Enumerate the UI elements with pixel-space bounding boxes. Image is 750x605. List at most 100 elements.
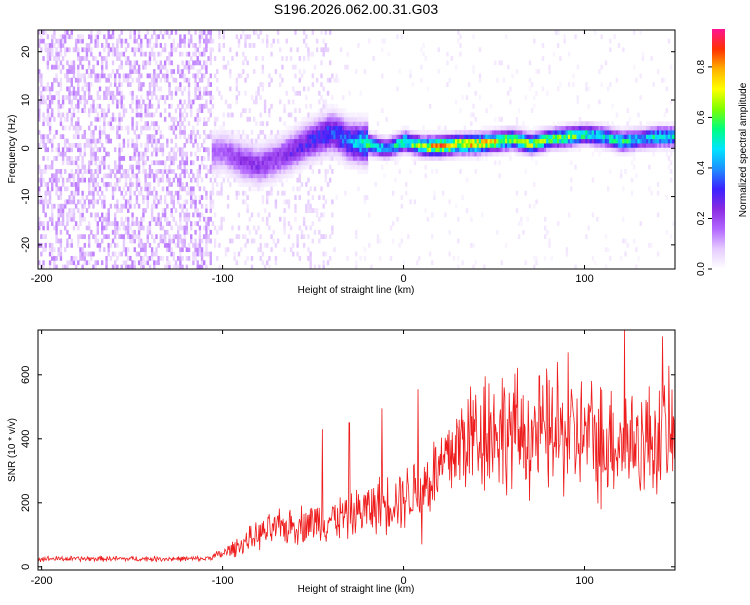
spectrogram-cell xyxy=(237,38,241,44)
spectrogram-cell xyxy=(70,208,73,213)
spectrogram-cell xyxy=(137,242,141,248)
spectrogram-cell xyxy=(90,147,93,153)
spectrogram-cell xyxy=(77,34,80,40)
spectrogram-cell xyxy=(53,30,56,35)
spectrogram-cell xyxy=(563,147,566,153)
spectrogram-cell xyxy=(431,129,434,135)
spectrogram-cell xyxy=(244,242,247,248)
spectrogram-cell xyxy=(103,156,106,161)
spectrogram-cell xyxy=(396,147,399,153)
spectrogram-cell xyxy=(318,138,321,144)
spectrogram-cell xyxy=(231,142,234,148)
spectrogram-cell xyxy=(361,138,364,144)
spectrogram-cell xyxy=(179,82,182,87)
spectrogram-cell xyxy=(235,95,239,100)
spectrogram-cell xyxy=(220,151,223,157)
spectrogram-cell xyxy=(44,195,47,200)
spectrogram-cell xyxy=(515,208,519,213)
spectrogram-cell xyxy=(289,142,293,148)
spectrogram-cell xyxy=(153,56,156,61)
spectrogram-cell xyxy=(665,147,668,153)
spectrogram-cell xyxy=(633,129,636,135)
spectrogram-cell xyxy=(593,30,597,35)
spectrogram-cell xyxy=(470,129,473,135)
spectrogram-cell xyxy=(333,77,336,83)
spectrogram-cell xyxy=(168,86,171,92)
spectrogram-cell xyxy=(305,164,308,170)
spectrogram-cell xyxy=(285,177,288,183)
spectrogram-cell xyxy=(548,129,551,135)
spectrogram-cell xyxy=(77,90,80,96)
spectrogram-cell xyxy=(107,134,110,140)
spectrogram-cell xyxy=(133,260,136,266)
spectrogram-cell xyxy=(342,108,345,114)
spectrogram-cell xyxy=(55,186,58,192)
spectrogram-cell xyxy=(667,147,671,153)
spectrogram-cell xyxy=(339,47,343,53)
spectrogram-cell xyxy=(155,142,158,148)
spectrogram-cell xyxy=(222,134,225,140)
spectrogram-cell xyxy=(543,225,547,231)
spectrogram-cell xyxy=(172,129,176,135)
spectrogram-cell xyxy=(333,138,336,144)
spectrogram-cell xyxy=(309,255,312,261)
spectrogram-cell xyxy=(609,255,612,261)
spectrogram-cell xyxy=(153,260,156,266)
spectrogram-cell xyxy=(155,73,158,79)
spectrogram-cell xyxy=(185,103,189,109)
spectrogram-cell xyxy=(320,116,323,122)
spectrogram-cell xyxy=(472,69,475,74)
spectrogram-cell xyxy=(148,255,152,261)
spectrogram-cell xyxy=(92,138,95,144)
spectrogram-cell xyxy=(365,112,369,118)
spectrogram-cell xyxy=(656,121,660,127)
spectrogram-cell xyxy=(211,142,215,148)
spectrogram-cell xyxy=(320,125,323,131)
spectrogram-cell xyxy=(105,225,108,231)
spectrogram-cell xyxy=(213,212,217,218)
spectrogram-cell xyxy=(637,255,640,261)
spectrogram-cell xyxy=(437,129,440,135)
spectrogram-cell xyxy=(643,142,647,148)
spectrogram-cell xyxy=(365,142,369,148)
spectrogram-cell xyxy=(59,251,63,257)
spectrogram-cell xyxy=(361,112,364,118)
spectrogram-cell xyxy=(66,221,69,226)
spectrogram-cell xyxy=(357,121,360,127)
spectrogram-cell xyxy=(396,216,399,222)
spectrogram-cell xyxy=(654,138,658,144)
spectrogram-cell xyxy=(654,134,658,140)
spectrogram-cell xyxy=(205,229,208,235)
spectrogram-cell xyxy=(339,112,343,118)
spectrogram-cell xyxy=(183,77,186,83)
spectrogram-cell xyxy=(289,173,293,179)
spectrogram-cell xyxy=(150,77,154,83)
spectrogram-cell xyxy=(431,142,434,148)
spectrogram-cell xyxy=(333,142,336,148)
spectrogram-cell xyxy=(665,138,668,144)
spectrogram-cell xyxy=(287,160,291,166)
spectrogram-cell xyxy=(131,216,134,222)
spectrogram-cell xyxy=(639,134,642,140)
spectrogram-cell xyxy=(355,164,358,170)
spectrogram-cell xyxy=(229,151,232,157)
spectrogram-cell xyxy=(324,169,328,174)
spectrogram-cell xyxy=(318,169,321,174)
spectrogram-cell xyxy=(198,103,202,109)
spectrogram-cell xyxy=(46,86,50,92)
spectrogram-cell xyxy=(333,129,336,135)
spectrogram-cell xyxy=(669,142,673,148)
spectrogram-cell xyxy=(107,151,110,157)
spectrogram-cell xyxy=(103,182,106,187)
spectrogram-cell xyxy=(494,129,497,135)
spectrogram-cell xyxy=(124,169,128,174)
spectrogram-cell xyxy=(81,86,84,92)
spectrogram-cell xyxy=(411,147,414,153)
spectrogram-cell xyxy=(261,169,265,174)
spectrogram-cell xyxy=(274,255,278,261)
spectrogram-cell xyxy=(322,151,325,157)
spectrogram-cell xyxy=(426,156,430,161)
spectrogram-cell xyxy=(270,43,273,48)
spectrogram-cell xyxy=(90,151,93,157)
spectrogram-cell xyxy=(194,60,197,66)
